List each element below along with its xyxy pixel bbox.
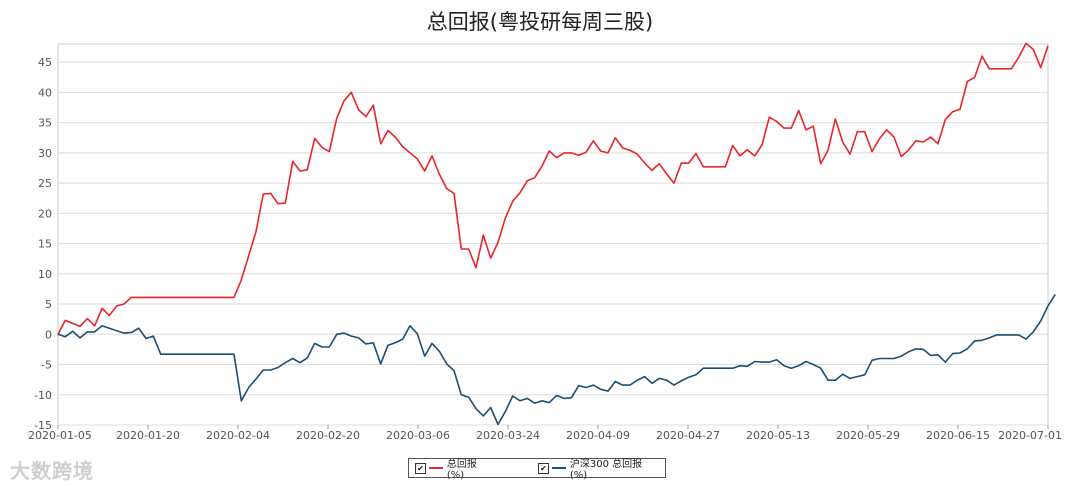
x-tick-label: 2020-01-20	[116, 429, 180, 442]
series-line-total-return	[57, 42, 1049, 335]
x-tick-label: 2020-04-09	[566, 429, 630, 442]
y-tick-label: -10	[34, 389, 52, 402]
series-lines	[57, 42, 1056, 426]
y-tick-label: 10	[38, 268, 52, 281]
legend-checkbox-total-return[interactable]: ✔	[415, 462, 426, 474]
y-tick-label: 30	[38, 147, 52, 160]
legend-item-total-return[interactable]: ✔ 总回报(%)	[415, 455, 494, 481]
grid-lines	[58, 61, 1048, 426]
legend-swatch-hs300	[551, 467, 566, 469]
legend: ✔ 总回报(%) ✔ 沪深300 总回报(%)	[408, 455, 666, 481]
x-tick-label: 2020-03-24	[476, 429, 540, 442]
y-tick-label: 40	[38, 86, 52, 99]
legend-label-total-return: 总回报(%)	[446, 459, 477, 481]
legend-item-hs300[interactable]: ✔ 沪深300 总回报(%)	[537, 455, 659, 481]
plot-area	[57, 43, 1049, 426]
y-tick-label: 25	[38, 177, 52, 190]
x-tick-label: 2020-05-13	[746, 429, 810, 442]
x-tick-label: 2020-05-29	[836, 429, 900, 442]
x-tick-label: 2020-04-27	[656, 429, 720, 442]
watermark-logo: 大数跨境	[10, 459, 94, 483]
x-axis-ticks: 2020-01-05 2020-01-20 2020-02-04 2020-02-20…	[28, 425, 1062, 442]
y-tick-label: -15	[34, 419, 52, 432]
y-tick-label: 20	[38, 207, 52, 220]
y-tick-label: 45	[38, 56, 52, 69]
y-tick-label: 35	[38, 117, 52, 130]
x-tick-label: 2020-03-06	[386, 429, 450, 442]
x-tick-label: 2020-02-20	[296, 429, 360, 442]
legend-label-hs300: 沪深300 总回报(%)	[569, 459, 643, 481]
y-tick-label: 15	[38, 238, 52, 251]
x-tick-label: 2020-07-01	[998, 429, 1062, 442]
y-axis-ticks: -15 -10 -5 0 5 10 15 20 25 30 35 40 45	[34, 56, 52, 432]
y-tick-label: 5	[45, 298, 52, 311]
y-tick-label: 0	[45, 328, 52, 341]
x-tick-label: 2020-06-15	[926, 429, 990, 442]
legend-checkbox-hs300[interactable]: ✔	[537, 462, 549, 474]
x-tick-label: 2020-01-05	[28, 429, 92, 442]
x-tick-label: 2020-02-04	[206, 429, 270, 442]
series-line-hs300	[57, 293, 1056, 426]
y-tick-label: -5	[41, 359, 52, 372]
chart-title: 总回报(粤投研每周三股)	[426, 10, 654, 34]
legend-swatch-total-return	[428, 467, 443, 469]
